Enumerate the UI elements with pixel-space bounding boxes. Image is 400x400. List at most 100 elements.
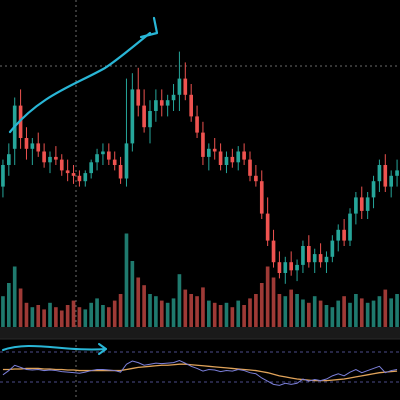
candle-body[interactable] bbox=[254, 175, 258, 182]
volume-bar bbox=[30, 307, 35, 327]
candle-body[interactable] bbox=[295, 264, 299, 271]
candle-body[interactable] bbox=[230, 156, 235, 163]
candle-body[interactable] bbox=[395, 170, 399, 176]
candle-body[interactable] bbox=[265, 213, 270, 241]
candle-body[interactable] bbox=[118, 165, 123, 179]
candle-body[interactable] bbox=[148, 111, 152, 128]
candle-body[interactable] bbox=[189, 94, 193, 117]
volume-bar bbox=[307, 302, 311, 327]
candle-body[interactable] bbox=[277, 262, 282, 273]
candle-body[interactable] bbox=[30, 143, 35, 149]
candle-body[interactable] bbox=[342, 229, 346, 241]
candle-body[interactable] bbox=[312, 254, 317, 263]
candle-body[interactable] bbox=[318, 254, 323, 263]
candle-body[interactable] bbox=[107, 151, 111, 160]
candle-body[interactable] bbox=[259, 181, 264, 214]
volume-bar bbox=[312, 296, 317, 327]
volume-bar bbox=[101, 305, 105, 327]
candle-body[interactable] bbox=[224, 156, 229, 165]
drawing-annotations[interactable] bbox=[2, 16, 159, 355]
candle-body[interactable] bbox=[383, 165, 388, 187]
volume-bar bbox=[118, 294, 123, 327]
volume-bar bbox=[107, 307, 111, 327]
candle-body[interactable] bbox=[77, 175, 82, 182]
candle-body[interactable] bbox=[301, 246, 305, 265]
volume-bar bbox=[1, 296, 5, 327]
candle-body[interactable] bbox=[71, 173, 76, 176]
candle-body[interactable] bbox=[365, 197, 370, 211]
candle-body[interactable] bbox=[159, 100, 164, 106]
candle-body[interactable] bbox=[65, 170, 70, 174]
volume-bar bbox=[242, 305, 246, 327]
candle-body[interactable] bbox=[112, 159, 117, 165]
volume-bars bbox=[1, 233, 399, 327]
volume-bar bbox=[36, 305, 41, 327]
volume-bar bbox=[383, 289, 388, 327]
candle-body[interactable] bbox=[354, 197, 358, 214]
candle-body[interactable] bbox=[183, 78, 188, 95]
candle-body[interactable] bbox=[195, 116, 199, 133]
candle-body[interactable] bbox=[289, 262, 293, 271]
candle-body[interactable] bbox=[83, 173, 88, 182]
candle-body[interactable] bbox=[371, 181, 376, 198]
candle-body[interactable] bbox=[136, 89, 141, 106]
candle-body[interactable] bbox=[307, 246, 311, 263]
candle-body[interactable] bbox=[377, 165, 382, 182]
candle-body[interactable] bbox=[389, 175, 393, 187]
candlestick-series[interactable] bbox=[1, 51, 399, 284]
candle-body[interactable] bbox=[142, 105, 146, 128]
candle-body[interactable] bbox=[101, 151, 105, 155]
candle-body[interactable] bbox=[177, 78, 182, 95]
candle-body[interactable] bbox=[236, 151, 241, 163]
candle-body[interactable] bbox=[7, 154, 11, 165]
volume-bar bbox=[336, 300, 341, 327]
candle-body[interactable] bbox=[248, 159, 252, 176]
volume-bar bbox=[271, 277, 276, 327]
volume-bar bbox=[12, 266, 17, 327]
volume-bar bbox=[112, 300, 117, 327]
candle-body[interactable] bbox=[1, 165, 5, 187]
rsi-indicator-pane[interactable] bbox=[0, 351, 400, 386]
candle-body[interactable] bbox=[124, 143, 129, 179]
volume-bar bbox=[54, 307, 58, 327]
candle-body[interactable] bbox=[201, 132, 205, 157]
volume-bar bbox=[354, 294, 358, 327]
volume-bar bbox=[124, 233, 129, 327]
candle-body[interactable] bbox=[59, 159, 64, 171]
volume-bar bbox=[359, 298, 364, 327]
candle-body[interactable] bbox=[54, 156, 58, 160]
candle-body[interactable] bbox=[165, 100, 170, 106]
candle-body[interactable] bbox=[348, 213, 352, 241]
candle-body[interactable] bbox=[95, 154, 99, 163]
candle-body[interactable] bbox=[283, 262, 288, 273]
volume-bar bbox=[395, 294, 399, 327]
volume-bar bbox=[277, 294, 282, 327]
candle-body[interactable] bbox=[171, 94, 176, 101]
candle-body[interactable] bbox=[42, 151, 46, 163]
candle-body[interactable] bbox=[242, 151, 246, 160]
candle-body[interactable] bbox=[130, 89, 135, 144]
candle-body[interactable] bbox=[24, 138, 29, 149]
pane-separator[interactable] bbox=[0, 327, 400, 339]
candle-body[interactable] bbox=[324, 256, 329, 263]
volume-bar bbox=[183, 289, 188, 327]
rsi-arrow-drawing[interactable] bbox=[2, 344, 107, 351]
trend-arrow-drawing[interactable] bbox=[8, 31, 152, 134]
candle-body[interactable] bbox=[212, 148, 217, 152]
candle-body[interactable] bbox=[48, 156, 52, 163]
candle-body[interactable] bbox=[154, 100, 158, 111]
volume-bar bbox=[59, 310, 64, 327]
candle-body[interactable] bbox=[330, 240, 335, 257]
arrow-head-icon bbox=[139, 16, 159, 39]
candle-body[interactable] bbox=[336, 229, 341, 241]
candle-body[interactable] bbox=[359, 197, 364, 211]
candle-body[interactable] bbox=[36, 143, 41, 152]
candle-body[interactable] bbox=[89, 162, 93, 174]
candle-body[interactable] bbox=[18, 105, 23, 138]
candle-body[interactable] bbox=[207, 148, 211, 157]
candle-body[interactable] bbox=[218, 151, 223, 166]
candle-body[interactable] bbox=[271, 240, 276, 263]
